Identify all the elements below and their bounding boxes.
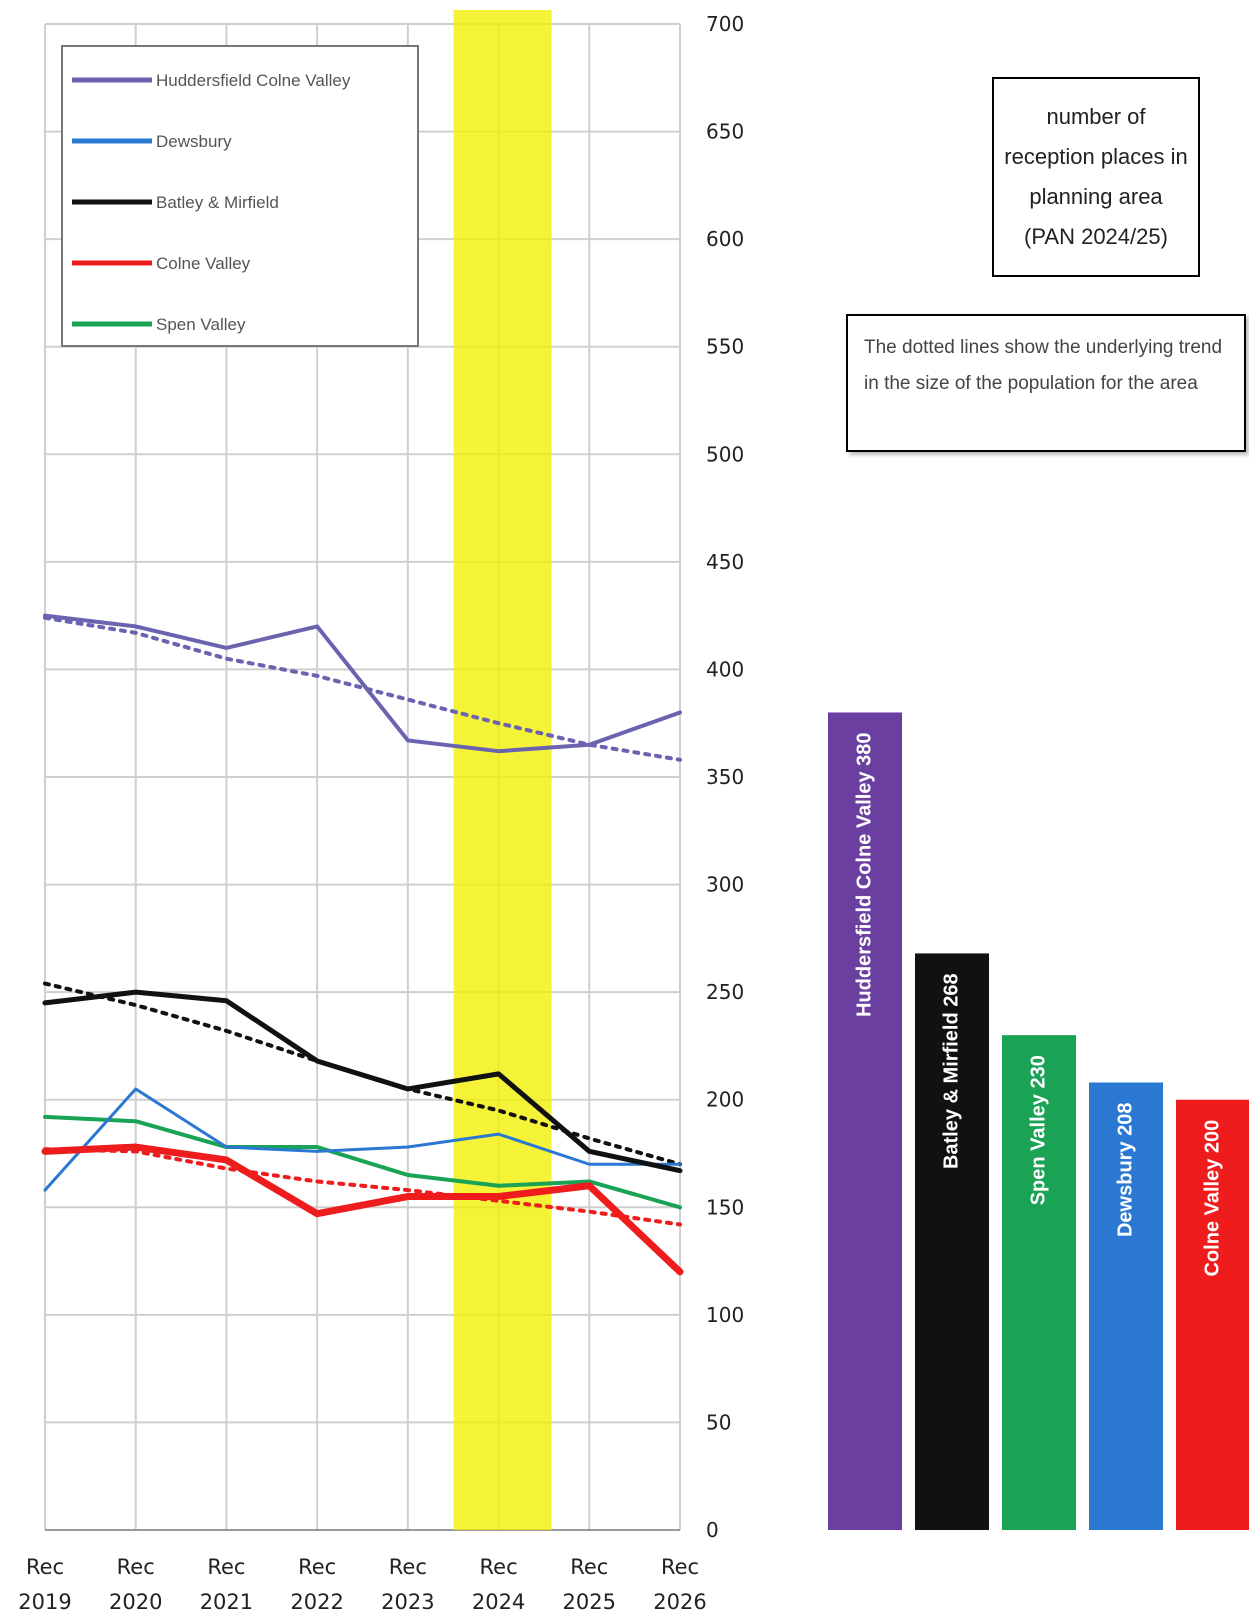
y-tick-label: 450 (706, 550, 744, 574)
series-line-0 (43, 613, 682, 754)
x-tick-label-line2: 2021 (200, 1590, 253, 1614)
x-tick-label-line1: Rec (661, 1555, 699, 1579)
series-line-1 (43, 1087, 682, 1192)
reception-places-note: number of reception places in planning a… (992, 77, 1200, 277)
x-tick-label-line1: Rec (298, 1555, 336, 1579)
y-tick-label: 650 (706, 120, 744, 144)
bar-0 (828, 712, 902, 1530)
x-tick-label-line2: 2023 (381, 1590, 434, 1614)
legend-label-1: Dewsbury (156, 132, 232, 151)
bar-3 (1089, 1082, 1163, 1530)
y-tick-label: 200 (706, 1088, 744, 1112)
bar-label-2: Spen Valley 230 (1027, 1055, 1049, 1205)
x-tick-label-line2: 2020 (109, 1590, 162, 1614)
legend: Huddersfield Colne Valley Dewsbury Batley … (61, 45, 419, 347)
y-axis-ticks: 0 50 100 150 200 250 300 350 400 450 500 550 600 650 7… (706, 12, 744, 1542)
x-tick-label-line1: Rec (26, 1555, 64, 1579)
trend-line-3 (43, 1147, 682, 1227)
legend-box (61, 45, 419, 347)
legend-label-4: Spen Valley (156, 315, 246, 334)
y-tick-label: 700 (706, 12, 744, 36)
y-tick-label: 100 (706, 1303, 744, 1327)
bar-1 (915, 953, 989, 1530)
bar-4 (1176, 1099, 1249, 1530)
bar-label-4: Colne Valley 200 (1201, 1120, 1223, 1277)
bar-label-3: Dewsbury 208 (1114, 1103, 1136, 1238)
highlight-band-2024 (453, 10, 552, 1530)
y-tick-label: 600 (706, 227, 744, 251)
trend-lines (43, 615, 682, 1227)
dotted-lines-note: The dotted lines show the underlying tre… (846, 314, 1246, 452)
y-tick-label: 300 (706, 873, 744, 897)
series-line-2 (42, 989, 683, 1174)
x-tick-label-line2: 2024 (472, 1590, 525, 1614)
bar-label-1: Batley & Mirfield 268 (940, 973, 962, 1169)
trend-line-0 (43, 615, 682, 762)
y-tick-label: 400 (706, 657, 744, 681)
y-tick-label: 500 (706, 442, 744, 466)
x-tick-label-line2: 2025 (563, 1590, 616, 1614)
y-tick-label: 0 (706, 1518, 719, 1542)
x-tick-label-line1: Rec (570, 1555, 608, 1579)
y-tick-label: 550 (706, 335, 744, 359)
series-line-3 (41, 1143, 684, 1276)
x-tick-label-line1: Rec (389, 1555, 427, 1579)
series-lines (41, 613, 684, 1276)
legend-label-0: Huddersfield Colne Valley (156, 71, 351, 90)
y-tick-label: 250 (706, 980, 744, 1004)
bar-label-0: Huddersfield Colne Valley 380 (853, 732, 875, 1017)
y-tick-label: 150 (706, 1195, 744, 1219)
bar-chart: Huddersfield Colne Valley 380 Batley & Mi… (828, 712, 1249, 1530)
y-tick-label: 350 (706, 765, 744, 789)
bar-2 (1002, 1035, 1076, 1530)
x-tick-label-line2: 2019 (18, 1590, 71, 1614)
legend-label-2: Batley & Mirfield (156, 193, 279, 212)
y-tick-label: 50 (706, 1410, 731, 1434)
legend-label-3: Colne Valley (156, 254, 251, 273)
x-tick-label-line2: 2022 (290, 1590, 343, 1614)
x-tick-label-line1: Rec (117, 1555, 155, 1579)
series-line-4 (43, 1114, 682, 1210)
x-tick-label-line2: 2026 (653, 1590, 706, 1614)
x-axis-ticks: Rec 2019 Rec 2020 Rec 2021 Rec 2022 Rec 2023 Rec 20… (18, 1555, 706, 1614)
x-tick-label-line1: Rec (207, 1555, 245, 1579)
x-tick-label-line1: Rec (480, 1555, 518, 1579)
